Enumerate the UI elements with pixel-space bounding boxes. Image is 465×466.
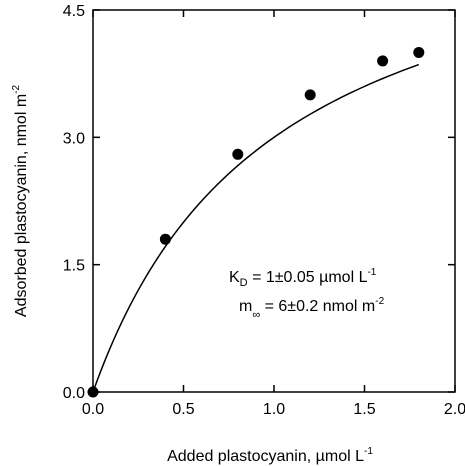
data-point — [377, 55, 389, 67]
kd-annotation: KD = 1±0.05 µmol L-1 — [229, 267, 377, 289]
x-tick-label: 1.0 — [263, 401, 285, 418]
y-tick-label: 1.5 — [63, 258, 85, 275]
m-inf-annotation: m∞ = 6±0.2 nmol m-2 — [239, 296, 385, 321]
plot-frame — [92, 9, 456, 393]
data-point — [159, 233, 171, 245]
data-point — [232, 148, 244, 160]
data-points — [87, 46, 425, 398]
data-point — [413, 46, 425, 58]
x-tick-label: 0.0 — [82, 401, 104, 418]
ticks: 0.0 0.5 1.0 1.5 2.0 0.0 1.5 3.0 4.5 — [63, 3, 465, 418]
x-tick-label: 0.5 — [172, 401, 194, 418]
y-axis-title: Adsorbed plastocyanin, nmol m-2 — [11, 85, 30, 318]
data-point — [304, 89, 316, 101]
x-axis-title: Added plastocyanin, µmol L-1 — [167, 446, 373, 465]
y-tick-label: 0.0 — [63, 385, 85, 402]
x-tick-label: 1.5 — [353, 401, 375, 418]
y-tick-label: 4.5 — [63, 3, 85, 20]
plot-area — [92, 9, 456, 393]
y-tick-label: 3.0 — [63, 130, 85, 147]
data-point — [87, 386, 99, 398]
fit-curve-group — [92, 63, 420, 393]
fit-curve — [92, 63, 420, 393]
x-tick-label: 2.0 — [444, 401, 465, 418]
